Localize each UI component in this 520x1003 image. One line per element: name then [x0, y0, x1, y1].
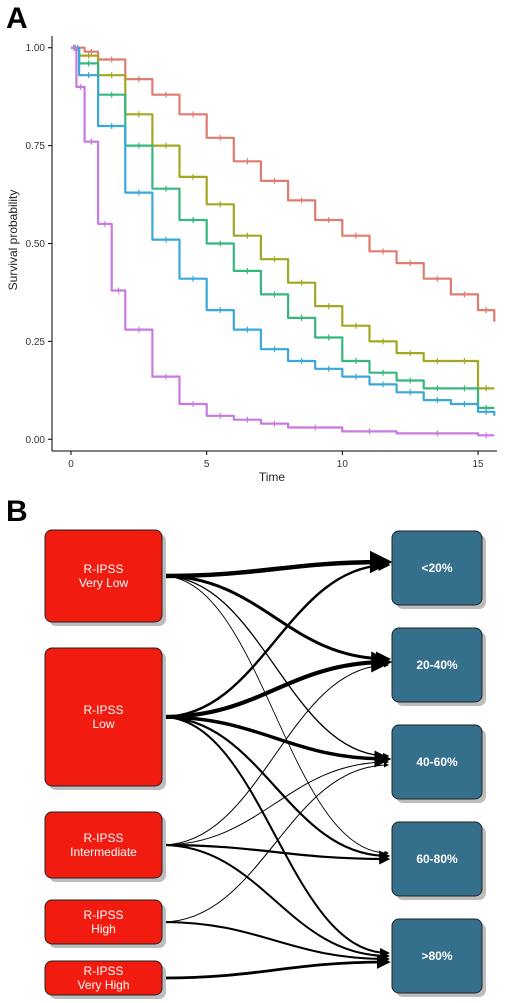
source-node-box [44, 960, 163, 996]
series-line-4 [71, 46, 495, 437]
target-node: <20% [391, 530, 486, 609]
flow-link [161, 716, 390, 958]
series-line-3 [71, 46, 496, 416]
flow-link [161, 762, 389, 923]
source-node-label: High [91, 922, 116, 936]
flow-link [161, 844, 390, 961]
source-node-box [44, 529, 163, 623]
x-tick-label: 0 [68, 459, 74, 470]
series-line-2 [71, 46, 495, 409]
source-node-label: R-IPSS [83, 831, 123, 845]
source-node-label: R-IPSS [83, 908, 123, 922]
chart-series-group [71, 44, 496, 439]
x-axis-title: Time [259, 470, 286, 484]
flow-link [161, 550, 393, 579]
y-tick-label: 0.75 [26, 141, 46, 152]
survival-chart: A 0.00 0.25 0.50 0.75 1.00 0 5 10 15 Time Surviv… [6, 2, 497, 484]
target-node: 40-60% [391, 724, 486, 803]
x-tick-label: 5 [204, 459, 210, 470]
source-node-label: Intermediate [70, 845, 137, 859]
series-line-1 [71, 46, 495, 390]
flow-link [161, 662, 389, 846]
target-node-box [391, 627, 483, 703]
source-node-label: R-IPSS [83, 964, 123, 978]
source-node-label: Very High [77, 978, 129, 992]
target-node-box [391, 530, 483, 606]
y-tick-label: 1.00 [26, 43, 46, 54]
flow-link [161, 715, 391, 862]
target-node: >80% [391, 918, 486, 997]
source-node-box [44, 647, 163, 787]
panel-letter-b: B [6, 495, 28, 528]
y-tick-label: 0.50 [26, 239, 46, 250]
x-tick-label: 15 [472, 459, 484, 470]
series-line-0 [71, 46, 496, 322]
flow-link [161, 955, 391, 980]
source-node-label: R-IPSS [83, 703, 123, 717]
source-node-label: Very Low [79, 576, 129, 590]
flow-link [161, 921, 390, 964]
diagram-links [161, 550, 393, 980]
source-node-box [44, 899, 163, 945]
target-node-label: 60-80% [416, 852, 458, 866]
y-tick-label: 0.00 [26, 435, 46, 446]
panel-letter-a: A [6, 2, 28, 35]
flow-link [161, 651, 393, 720]
flow-link [161, 574, 391, 667]
source-node-box [44, 811, 163, 879]
target-node-label: >80% [421, 949, 452, 963]
flow-link [161, 843, 391, 865]
flow-link [161, 715, 392, 768]
y-tick-label: 0.25 [26, 337, 46, 348]
target-node-box [391, 724, 483, 800]
chart-axes: 0.00 0.25 0.50 0.75 1.00 0 5 10 15 [26, 36, 497, 470]
target-node-label: 20-40% [416, 658, 458, 672]
target-node-label: <20% [421, 561, 452, 575]
target-node-box [391, 918, 483, 994]
source-node-label: R-IPSS [83, 562, 123, 576]
flow-link [161, 575, 389, 856]
flow-link [161, 759, 389, 846]
target-node-box [391, 821, 483, 897]
target-node: 60-80% [391, 821, 486, 900]
source-node-label: Low [92, 717, 114, 731]
flow-link [161, 559, 391, 719]
target-node-label: 40-60% [416, 755, 458, 769]
flow-link [161, 575, 390, 760]
x-tick-label: 10 [337, 459, 349, 470]
y-axis-title: Survival probability [6, 190, 20, 291]
target-node: 20-40% [391, 627, 486, 706]
